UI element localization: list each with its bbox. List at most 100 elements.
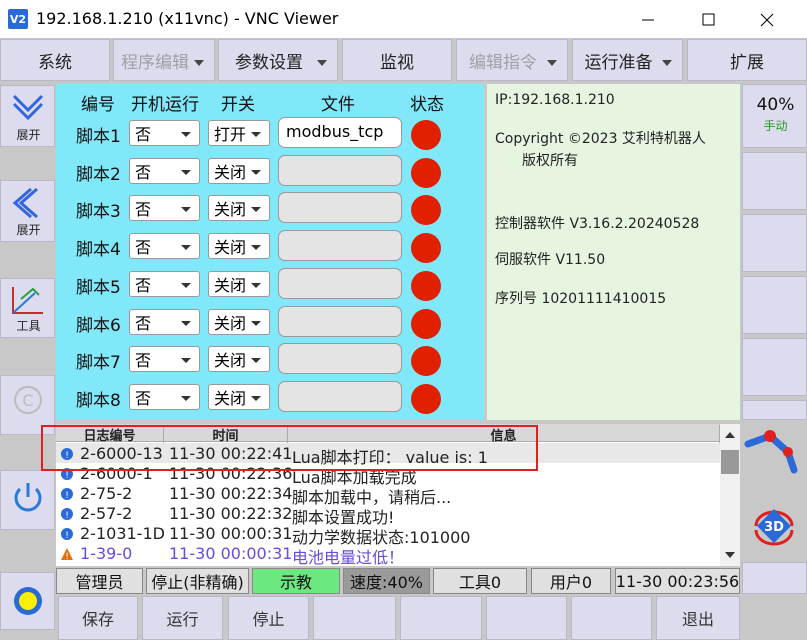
log-time: 11-30 00:22:32 bbox=[169, 504, 293, 523]
switch-select[interactable]: 关闭 bbox=[208, 383, 270, 410]
bottom-button[interactable] bbox=[571, 596, 652, 640]
bottom-button[interactable] bbox=[400, 596, 482, 640]
file-input[interactable] bbox=[278, 267, 402, 299]
info-line: 序列号 10201111410015 bbox=[495, 291, 667, 307]
menu-button[interactable]: 系统 bbox=[0, 39, 110, 81]
log-id: 2-57-2 bbox=[80, 504, 133, 523]
svg-text:C: C bbox=[22, 391, 33, 410]
autostart-select[interactable]: 否 bbox=[129, 157, 200, 184]
file-input[interactable] bbox=[278, 380, 402, 412]
switch-select[interactable]: 关闭 bbox=[208, 346, 270, 373]
autostart-select[interactable]: 否 bbox=[129, 270, 200, 297]
autostart-select[interactable]: 否 bbox=[129, 308, 200, 335]
side-button[interactable] bbox=[742, 562, 807, 594]
bottom-button[interactable]: 退出 bbox=[656, 596, 740, 640]
log-message: 脚本加载中，请稍后... bbox=[292, 488, 452, 507]
robot-button[interactable] bbox=[742, 422, 807, 492]
log-time: 11-30 00:00:31 bbox=[169, 544, 293, 563]
autostart-select[interactable]: 否 bbox=[129, 383, 200, 410]
log-id: 1-39-0 bbox=[80, 544, 133, 563]
side-button[interactable] bbox=[742, 152, 807, 210]
log-time: 11-30 00:22:36 bbox=[169, 464, 293, 483]
status-indicator bbox=[411, 270, 441, 301]
bottom-button[interactable] bbox=[313, 596, 396, 640]
bottom-button[interactable]: 停止 bbox=[228, 596, 309, 640]
log-header: 日志编号 bbox=[56, 425, 164, 444]
switch-select[interactable]: 打开 bbox=[208, 120, 270, 146]
sidebar-button[interactable]: C bbox=[0, 375, 55, 435]
bottom-button[interactable]: 保存 bbox=[58, 596, 138, 640]
menu-button: 程序编辑 bbox=[113, 39, 215, 81]
autostart-select[interactable]: 否 bbox=[129, 233, 200, 260]
column-header: 编号 bbox=[81, 95, 115, 115]
menu-button[interactable]: 监视 bbox=[342, 39, 452, 81]
side-button[interactable] bbox=[742, 214, 807, 272]
script-name: 脚本1 bbox=[76, 127, 121, 147]
file-input[interactable] bbox=[278, 230, 402, 262]
status-indicator bbox=[411, 233, 441, 264]
3d-icon: 3D bbox=[754, 509, 794, 546]
log-id: 2-6000-1 bbox=[80, 464, 153, 483]
sidebar-button[interactable] bbox=[0, 572, 55, 630]
file-input[interactable]: modbus_tcp bbox=[278, 117, 402, 148]
side-button[interactable] bbox=[742, 338, 807, 396]
switch-select[interactable]: 关闭 bbox=[208, 308, 270, 335]
svg-text:!: ! bbox=[65, 451, 69, 461]
info-line: IP:192.168.1.210 bbox=[495, 92, 615, 108]
bottom-button[interactable]: 运行 bbox=[142, 596, 223, 640]
menu-button[interactable]: 扩展 bbox=[687, 39, 807, 81]
info-panel: IP:192.168.1.210 Copyright ©2023 艾利特机器人版权… bbox=[487, 84, 740, 420]
sidebar-icon bbox=[14, 483, 42, 512]
log-time: 11-30 00:00:31 bbox=[169, 524, 293, 543]
switch-select[interactable]: 关闭 bbox=[208, 270, 270, 297]
file-input[interactable] bbox=[278, 343, 402, 375]
sidebar-label: 展开 bbox=[16, 223, 41, 237]
menu-button[interactable]: 参数设置 bbox=[218, 39, 338, 81]
status-indicator bbox=[411, 308, 441, 339]
speed-value: 40% bbox=[756, 95, 795, 115]
switch-select[interactable]: 关闭 bbox=[208, 157, 270, 184]
scrollbar[interactable] bbox=[720, 424, 740, 566]
sidebar-button[interactable]: 工具 bbox=[0, 278, 55, 338]
side-button[interactable] bbox=[742, 276, 807, 334]
svg-text:!: ! bbox=[65, 531, 69, 541]
sidebar-icon bbox=[12, 187, 38, 219]
sidebar-button[interactable]: 展开 bbox=[0, 85, 55, 147]
log-id: 2-1031-1D bbox=[80, 524, 165, 543]
window-controls[interactable] bbox=[640, 10, 790, 30]
log-level-icon: ! bbox=[60, 466, 74, 481]
file-input[interactable] bbox=[278, 154, 402, 186]
switch-select[interactable]: 关闭 bbox=[208, 233, 270, 260]
switch-select[interactable]: 关闭 bbox=[208, 195, 270, 222]
script-name: 脚本8 bbox=[76, 390, 121, 411]
autostart-select[interactable]: 否 bbox=[129, 195, 200, 222]
info-line: 控制器软件 V3.16.2.20240528 bbox=[495, 216, 700, 232]
column-header: 开机运行 bbox=[131, 95, 199, 115]
robot-icon bbox=[744, 430, 798, 474]
3d-button[interactable]: 3D bbox=[742, 496, 807, 558]
bottom-button[interactable] bbox=[486, 596, 567, 640]
sidebar-button[interactable]: 展开 bbox=[0, 180, 55, 242]
sidebar-label: 工具 bbox=[16, 319, 41, 333]
info-line: Copyright ©2023 艾利特机器人 bbox=[495, 131, 706, 147]
script-name: 脚本7 bbox=[76, 353, 121, 374]
log-message: 电池电量过低！ bbox=[292, 548, 405, 566]
file-input[interactable] bbox=[278, 305, 402, 337]
autostart-select[interactable]: 否 bbox=[129, 120, 200, 146]
side-button[interactable] bbox=[742, 400, 807, 420]
column-header: 状态 bbox=[410, 95, 444, 115]
file-input[interactable] bbox=[278, 192, 402, 224]
log-header: 信息 bbox=[288, 425, 720, 444]
mode-label: 手动 bbox=[763, 119, 788, 133]
speed-button[interactable]: 40% 手动 bbox=[742, 84, 807, 148]
autostart-select[interactable]: 否 bbox=[129, 346, 200, 373]
status-cell: 工具0 bbox=[433, 568, 527, 594]
log-message: 脚本设置成功! bbox=[292, 508, 395, 527]
info-line: 版权所有 bbox=[522, 153, 578, 169]
sidebar-button[interactable] bbox=[0, 470, 55, 530]
status-cell: 管理员 bbox=[56, 568, 143, 594]
script-panel: 编号 开机运行 开关 文件 状态 脚本1 否打开 modbus_tcp 脚本2 否关闭 脚本3 否关闭… bbox=[56, 84, 484, 420]
column-header: 开关 bbox=[221, 95, 255, 115]
menu-button[interactable]: 运行准备 bbox=[572, 39, 683, 81]
